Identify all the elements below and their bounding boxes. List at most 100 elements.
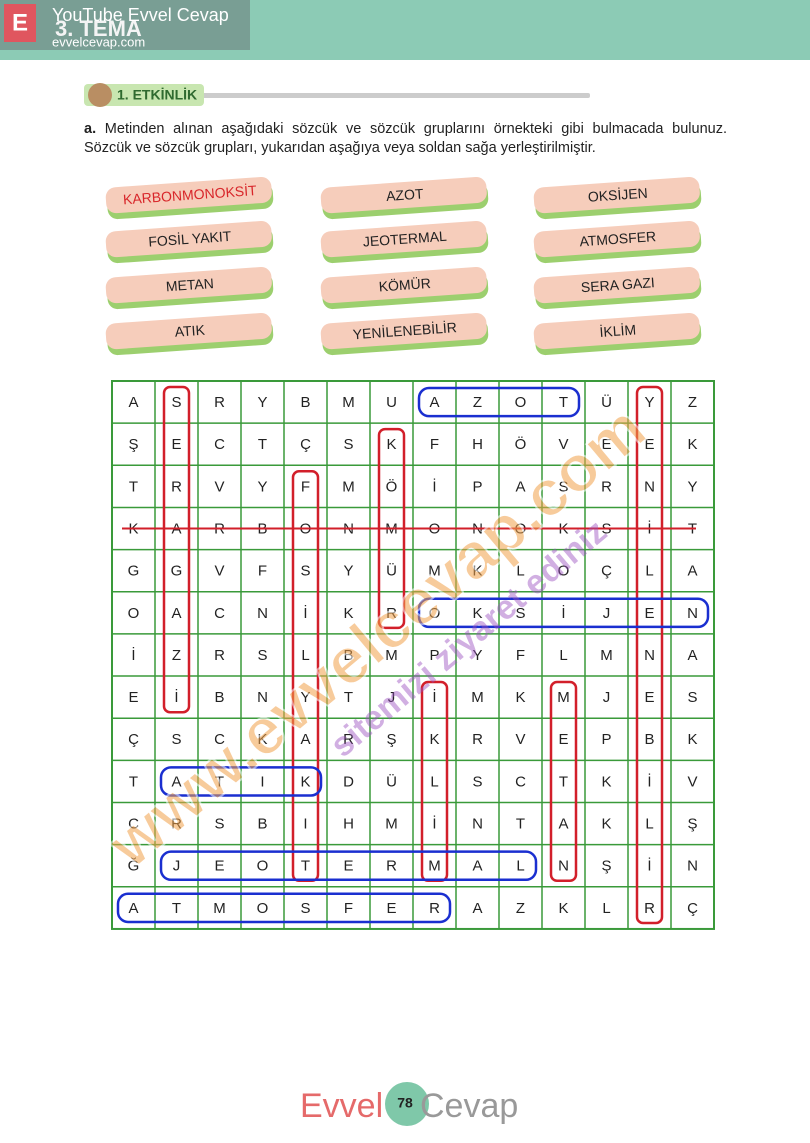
word-button: JEOTERMAL [320,220,489,264]
grid-letter: F [344,900,353,917]
section: 3. TEMA [55,16,142,41]
word: ATMOSFER [579,228,657,249]
grid-letter: M [213,900,226,917]
grid-letter: T [344,689,353,706]
grid-letter: İ [131,646,135,664]
grid-letter: E [644,689,654,706]
grid-letter: Ö [386,477,398,495]
grid-letter: Z [516,900,525,917]
grid-letter: G [171,563,183,580]
grid-letter: İ [432,477,436,495]
watermark: YouTube Evvel Cevap [52,5,229,25]
grid-letter: N [687,858,698,875]
grid-letter: Ş [128,436,138,453]
grid-letter: V [687,773,697,790]
grid-letter: R [601,478,612,495]
grid-letter: S [558,478,568,495]
grid-letter: I [303,816,307,833]
grid-letter: L [645,563,653,580]
grid-letter: V [558,436,568,453]
grid-letter: H [472,436,483,453]
grid-letter: N [644,647,655,664]
grid-letter: A [171,605,181,622]
grid-letter: Ç [601,563,612,580]
word-bg [533,266,700,304]
grid-letter: C [214,605,225,622]
word: İKLİM [599,320,637,340]
grid-letter: N [687,605,698,622]
grid-letter: T [516,816,525,833]
word: METAN [165,275,214,294]
grid-letter: N [472,816,483,833]
grid-letter: B [257,816,267,833]
word: FOSİL YAKIT [148,227,232,250]
word-bg [320,220,487,258]
word: OKSİJEN [587,184,648,205]
grid-letter: E [644,436,654,453]
grid-letter: N [644,478,655,495]
grid-letter: P [472,478,482,495]
instruction-label: a. [84,121,97,137]
grid-letter: S [472,773,482,790]
grid-letter: Y [687,478,697,495]
grid-letter: R [429,900,440,917]
grid-letter: T [559,773,568,790]
grid-letter: B [644,731,654,748]
grid-letter: İ [432,815,436,833]
grid-letter: J [388,689,396,706]
grid-letter: C [515,773,526,790]
instruction: a. Metinden alınan aşağıdaki sözcük ve s… [84,120,727,158]
grid-letter: R [386,605,397,622]
highlight-horizontal [417,386,581,418]
grid-letter: S [171,394,181,411]
grid-letter: G [128,563,140,580]
grid-letter: M [557,689,570,706]
word-button: YENİLENEBİLİR [320,312,489,356]
word-button: METAN [105,266,274,310]
grid-letter: E [386,900,396,917]
logo-right: Cevap [420,1087,518,1125]
grid-letter: V [515,731,525,748]
grid-letter: İ [174,688,178,706]
grid-letter: Ü [386,562,397,580]
grid-letter: V [214,478,224,495]
highlight-vertical [162,385,191,714]
grid-letter: T [172,900,181,917]
grid-letter: F [301,478,310,495]
grid-letter: Z [688,394,697,411]
grid-letter: A [472,858,482,875]
grid-letter: L [602,900,610,917]
grid-letter: L [516,858,524,875]
highlight-horizontal [417,597,710,629]
grid-letter: I [260,773,264,790]
grid-letter: R [214,394,225,411]
word-button: SERA GAZI [533,266,702,310]
grid-letter: E [644,605,654,622]
grid-letter: B [343,647,353,664]
word-button: FOSİL YAKIT [105,220,274,264]
grid-letter: N [257,689,268,706]
grid-letter: E [128,689,138,706]
grid-letter: C [214,731,225,748]
grid-letter: F [258,563,267,580]
grid-letter: İ [561,604,565,622]
logo-circle [385,1082,429,1126]
grid-letter: E [601,436,611,453]
highlight-horizontal [159,850,538,882]
grid-letter: T [559,394,568,411]
grid-letter: A [687,647,697,664]
grid-letter: K [687,731,697,748]
grid-letter: Ç [300,436,311,453]
grid-letter: T [129,773,138,790]
grid-letter: M [428,858,441,875]
grid-letter: V [214,563,224,580]
word-bg [533,176,700,214]
grid-letter: C [214,436,225,453]
grid-letter: Ş [687,816,697,833]
grid-letter: J [603,689,611,706]
grid-letter: Ö [515,435,527,453]
grid-letter: R [644,900,655,917]
grid-letter: A [472,900,482,917]
